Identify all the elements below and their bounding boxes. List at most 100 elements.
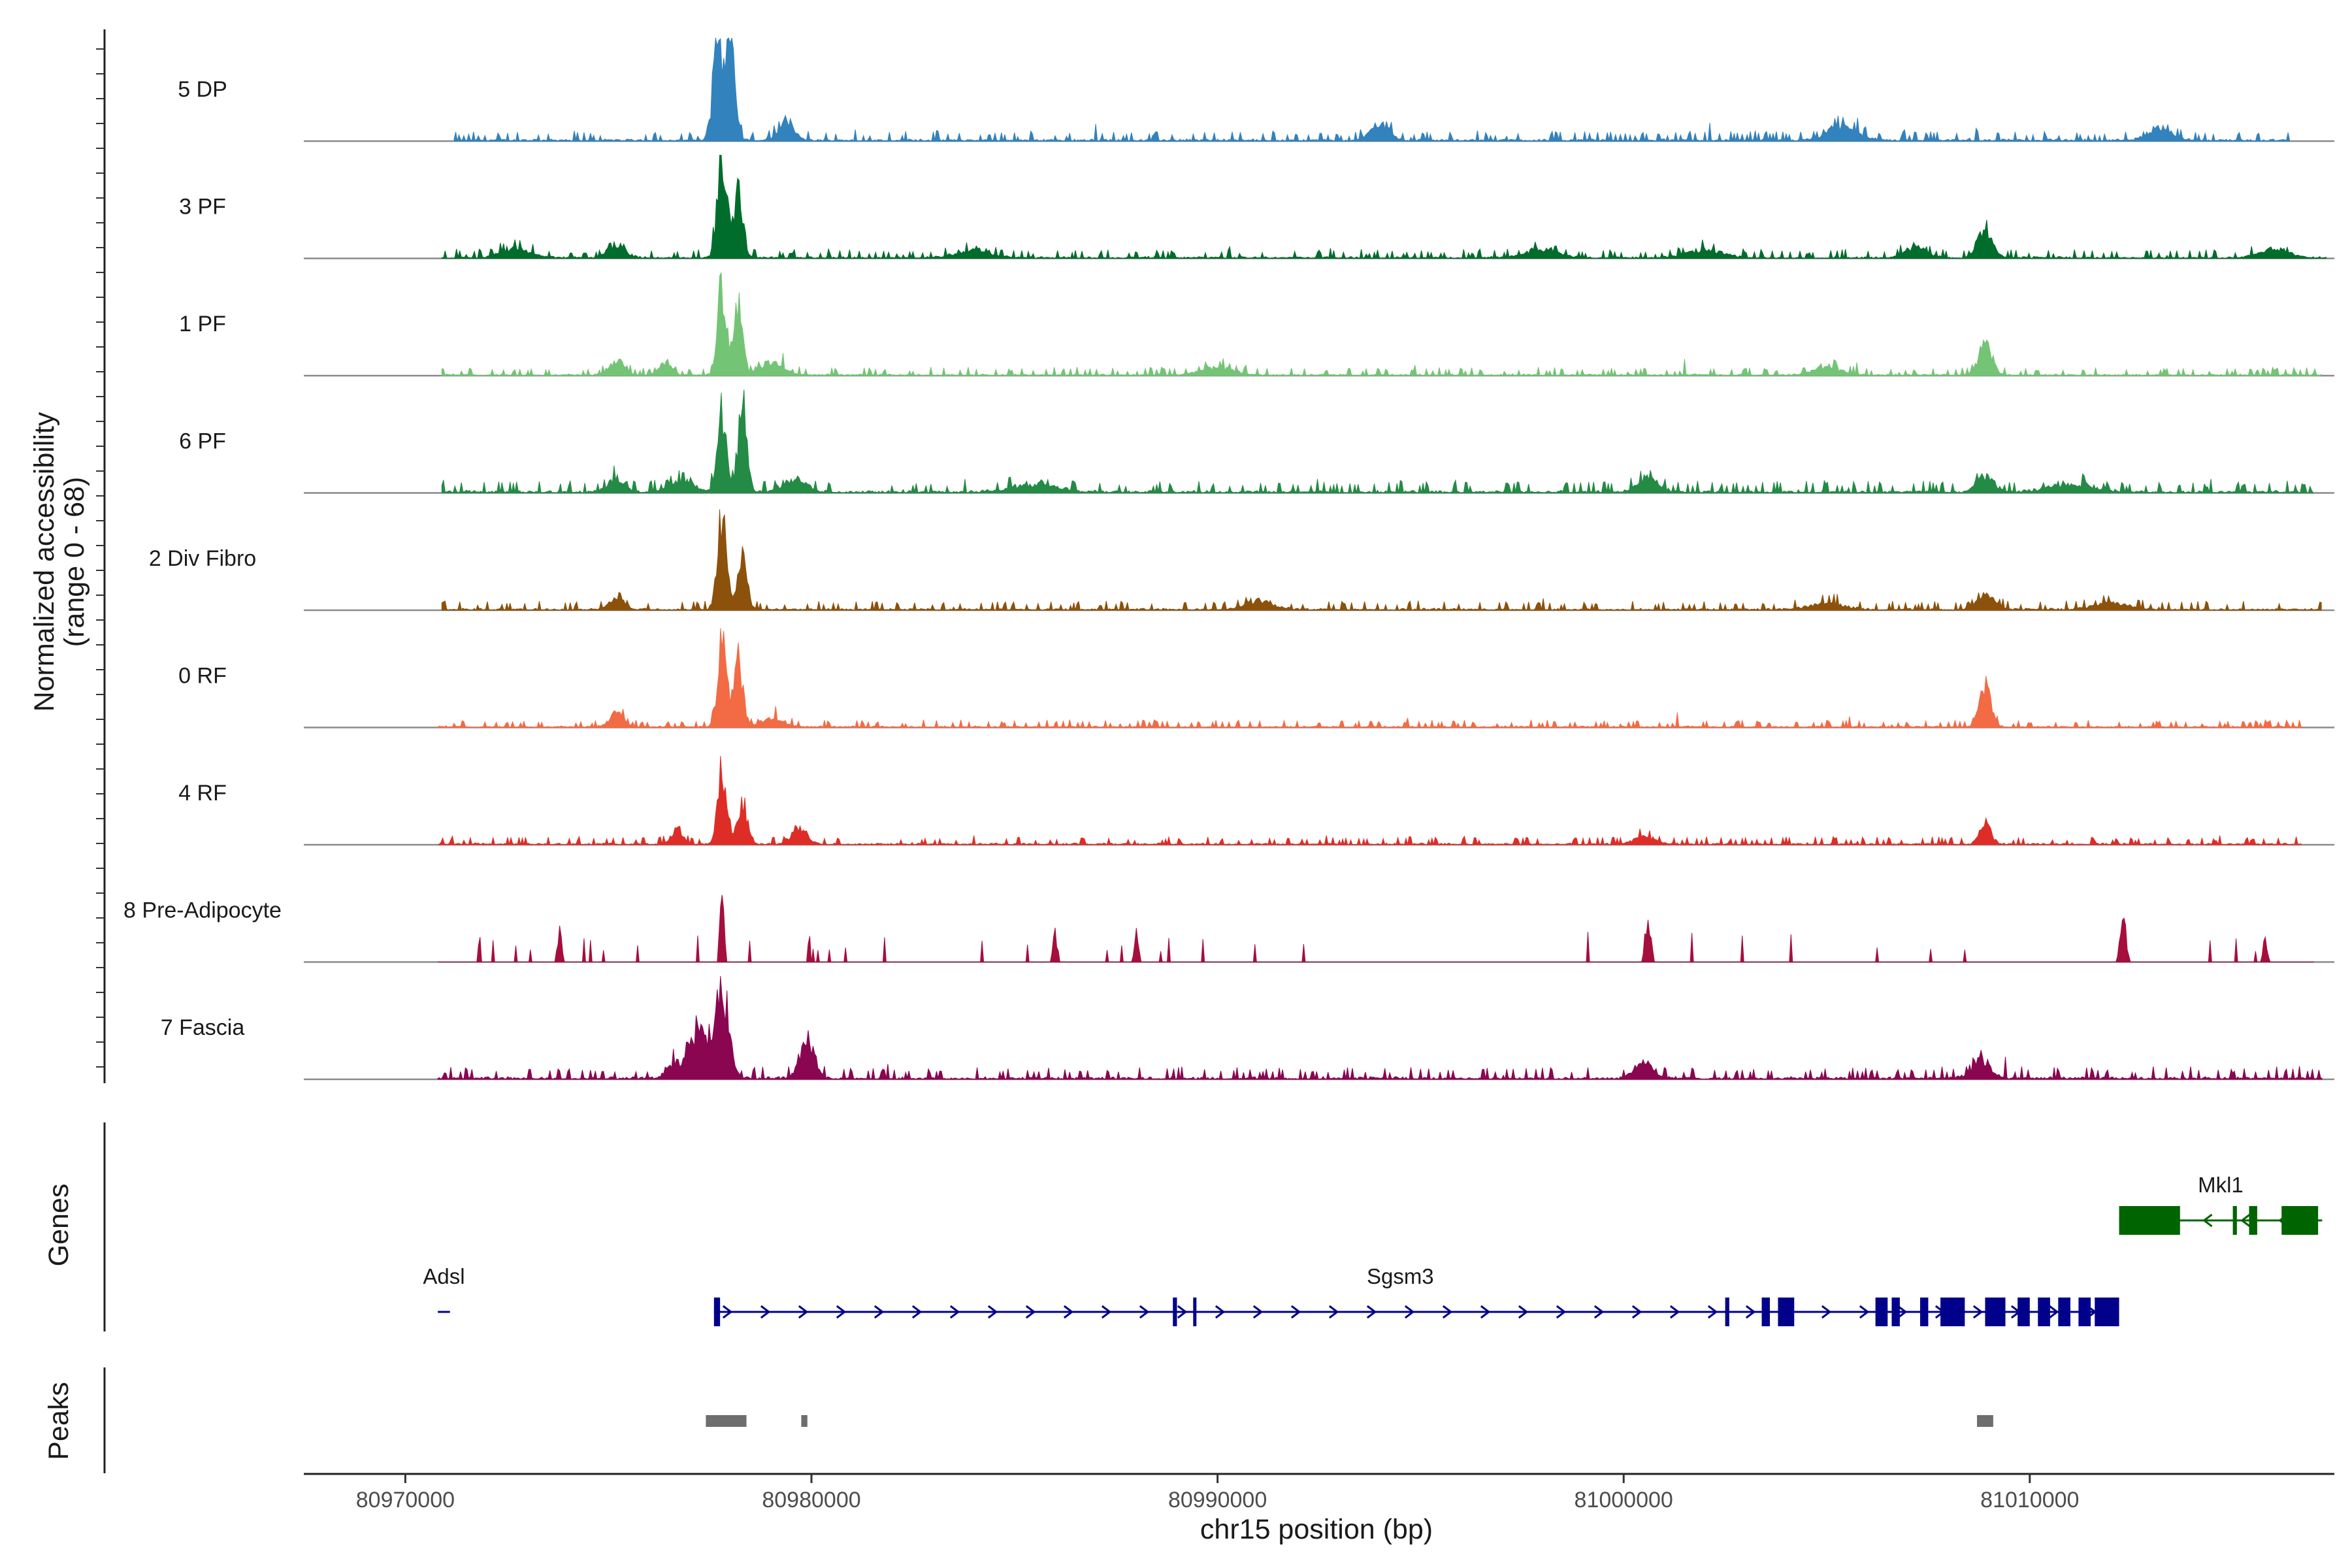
strand-chevron — [1669, 1305, 1680, 1319]
gene-mkl1: Mkl1 — [2119, 1173, 2323, 1235]
gene-exon — [2281, 1206, 2319, 1235]
peaks-panel-title: Peaks — [43, 1382, 74, 1460]
y-axis-range: (range 0 - 68) — [59, 477, 90, 647]
gene-exon — [2249, 1206, 2257, 1235]
x-tick-label: 81000000 — [1575, 1488, 1673, 1512]
track-7-fascia: 7 Fascia — [161, 975, 2334, 1081]
gene-exon — [713, 1298, 721, 1326]
track-label: 3 PF — [179, 195, 226, 220]
strand-chevron — [1442, 1305, 1453, 1319]
strand-chevron — [1177, 1305, 1188, 1319]
gene-exon — [1940, 1298, 1965, 1326]
strand-chevron — [2202, 1213, 2213, 1228]
gene-exon — [2017, 1298, 2030, 1326]
track-label: 7 Fascia — [161, 1015, 245, 1040]
gene-exon — [2058, 1298, 2070, 1326]
track-signal — [438, 894, 2314, 962]
track-label: 4 RF — [178, 781, 227, 806]
genes-panel-title: Genes — [43, 1184, 74, 1267]
track-1-pf: 1 PF — [179, 272, 2334, 377]
track-label: 0 RF — [178, 664, 227, 689]
x-axis-title: chr15 position (bp) — [1200, 1514, 1433, 1545]
strand-chevron — [836, 1305, 847, 1319]
strand-chevron — [2048, 1305, 2059, 1319]
x-axis: 80970000 80980000 80990000 81000000 81010000 — [304, 1473, 2334, 1512]
strand-chevron — [2240, 1213, 2251, 1228]
gene-exon — [2232, 1206, 2237, 1235]
gene-label: Sgsm3 — [1367, 1264, 1434, 1288]
strand-chevron — [949, 1305, 960, 1319]
strand-chevron — [1518, 1305, 1529, 1319]
strand-chevron — [1897, 1305, 1908, 1319]
gene-sgsm3: Sgsm3 — [713, 1264, 2119, 1326]
gene-label: Adsl — [423, 1264, 465, 1288]
track-8-pre-adipocyte: 8 Pre-Adipocyte — [123, 894, 2334, 963]
strand-chevron — [1745, 1305, 1756, 1319]
strand-chevron — [1025, 1305, 1036, 1319]
gene-exon — [1891, 1298, 1900, 1326]
strand-chevron — [1480, 1305, 1491, 1319]
track-signal — [441, 509, 2322, 612]
strand-chevron — [1139, 1305, 1150, 1319]
strand-chevron — [1556, 1305, 1567, 1319]
track-label: 2 Div Fibro — [149, 546, 256, 571]
accessibility-tracks: 5 DP 3 PF 1 PF 6 PF 2 Div Fibro 0 RF 4 RF 8 Pre… — [123, 37, 2334, 1081]
track-label: 1 PF — [179, 312, 226, 336]
gene-exon — [2038, 1298, 2050, 1326]
gene-exon — [1761, 1298, 1770, 1326]
track-6-pf: 6 PF — [179, 389, 2334, 494]
gene-exon — [1778, 1298, 1795, 1326]
gene-exon — [1875, 1298, 1888, 1326]
strand-chevron — [1821, 1305, 1832, 1319]
strand-chevron — [1707, 1305, 1718, 1319]
strand-chevron — [1063, 1305, 1074, 1319]
called-peak — [706, 1415, 747, 1427]
gene-exon — [1985, 1298, 2006, 1326]
track-signal — [441, 155, 2327, 259]
track-4-rf: 4 RF — [178, 756, 2334, 846]
gene-exon — [1193, 1298, 1197, 1326]
track-signal — [453, 37, 2291, 142]
track-signal — [437, 756, 2302, 846]
y-axis-title: Normalized accessibility — [29, 412, 60, 711]
strand-chevron — [722, 1305, 733, 1319]
strand-chevron — [1972, 1305, 1984, 1319]
gene-annotation-track: Adsl Sgsm3 Mkl1 — [103, 1122, 2323, 1331]
gene-exon — [1173, 1298, 1177, 1326]
peak-track — [103, 1367, 1993, 1473]
gene-adsl: Adsl — [423, 1264, 465, 1313]
left-axis — [96, 29, 106, 1083]
track-signal — [437, 975, 2323, 1081]
track-signal — [437, 628, 2302, 729]
x-tick-label: 81010000 — [1980, 1488, 2079, 1512]
track-label: 5 DP — [178, 77, 227, 102]
strand-chevron — [911, 1305, 923, 1319]
strand-chevron — [1859, 1305, 1870, 1319]
strand-chevron — [1215, 1305, 1226, 1319]
gene-exon — [1725, 1298, 1729, 1326]
strand-chevron — [1328, 1305, 1339, 1319]
gene-exon — [2095, 1298, 2119, 1326]
track-2-div-fibro: 2 Div Fibro — [149, 509, 2334, 612]
strand-chevron — [1593, 1305, 1605, 1319]
track-5-dp: 5 DP — [178, 37, 2334, 142]
gene-exon — [2078, 1298, 2091, 1326]
called-peak — [801, 1415, 808, 1427]
called-peak — [1976, 1415, 1993, 1427]
gene-label: Mkl1 — [2198, 1173, 2244, 1197]
strand-chevron — [1366, 1305, 1377, 1319]
x-tick-label: 80980000 — [762, 1488, 860, 1512]
track-signal — [441, 389, 2314, 494]
strand-chevron — [760, 1305, 771, 1319]
strand-chevron — [1290, 1305, 1301, 1319]
strand-chevron — [987, 1305, 998, 1319]
strand-chevron — [874, 1305, 885, 1319]
strand-chevron — [1631, 1305, 1642, 1319]
gene-exon — [1919, 1298, 1929, 1326]
strand-chevron — [1101, 1305, 1112, 1319]
x-tick-label: 80970000 — [356, 1488, 455, 1512]
track-0-rf: 0 RF — [178, 628, 2334, 729]
track-3-pf: 3 PF — [179, 155, 2334, 259]
gene-exon — [2119, 1206, 2180, 1235]
